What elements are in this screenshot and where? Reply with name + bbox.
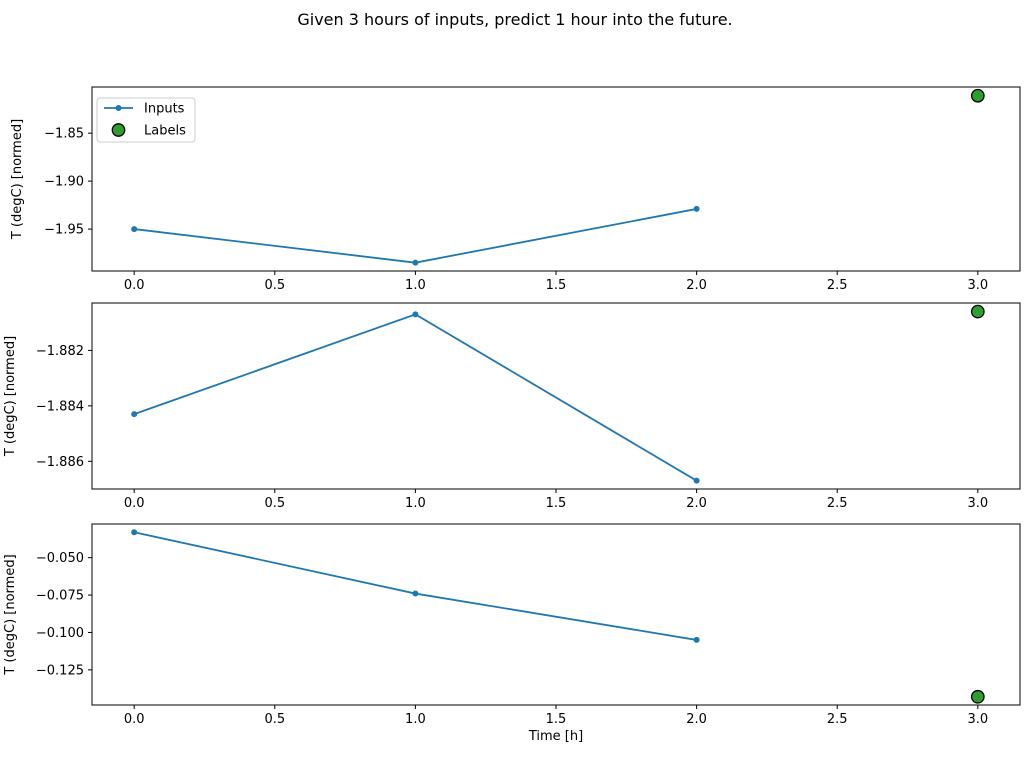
inputs-marker [131, 226, 138, 233]
y-tick-label: −1.886 [36, 455, 84, 470]
x-tick-label: 1.5 [546, 496, 567, 511]
x-tick-label: 2.5 [827, 496, 848, 511]
y-axis-label: T (degC) [normed] [3, 554, 18, 675]
inputs-line [133, 531, 698, 641]
inputs-marker [693, 477, 700, 484]
inputs-marker [131, 529, 138, 536]
x-tick-label: 2.0 [686, 496, 707, 511]
x-tick-label: 3.0 [967, 496, 988, 511]
labels-marker [970, 689, 985, 704]
inputs-marker [693, 205, 700, 212]
legend-label-inputs: Inputs [144, 102, 185, 117]
x-tick-label: 2.0 [686, 712, 707, 727]
subplot-1: Inputs Labels [88, 86, 1021, 275]
x-tick-label: 2.0 [686, 278, 707, 293]
x-tick-label: 1.5 [546, 712, 567, 727]
y-axis-label: T (degC) [normed] [3, 336, 18, 457]
subplot-3 [88, 523, 1021, 709]
legend-label-labels: Labels [144, 124, 186, 139]
y-axis-label: T (degC) [normed] [10, 119, 25, 240]
x-tick-label: 0.0 [124, 278, 145, 293]
x-tick-label: 0.5 [264, 712, 285, 727]
figure-title: Given 3 hours of inputs, predict 1 hour … [297, 10, 733, 29]
x-tick-label: 3.0 [967, 278, 988, 293]
inputs-marker [693, 636, 700, 643]
inputs-marker [412, 311, 419, 318]
y-tick-label: −0.050 [36, 551, 84, 566]
y-tick-label: −1.95 [44, 223, 84, 238]
inputs-line [133, 208, 698, 264]
x-tick-label: 1.0 [405, 278, 426, 293]
legend: Inputs Labels [96, 97, 196, 143]
x-axis-label: Time [h] [528, 729, 583, 744]
axes-frame [91, 523, 1021, 706]
y-tick-label: −0.100 [36, 626, 84, 641]
inputs-marker [412, 259, 419, 266]
x-tick-label: 1.0 [405, 712, 426, 727]
y-tick-label: −1.90 [44, 175, 84, 190]
axes-frame [91, 302, 1021, 490]
subplot-2 [88, 302, 1021, 493]
y-tick-label: −1.884 [36, 399, 84, 414]
inputs-marker [131, 411, 138, 418]
legend-inputs-marker-sample [115, 105, 122, 111]
inputs-line [133, 313, 698, 482]
y-tick-label: −1.85 [44, 127, 84, 142]
x-tick-label: 3.0 [967, 712, 988, 727]
labels-marker [970, 304, 985, 319]
x-tick-label: 0.5 [264, 496, 285, 511]
legend-labels-marker-sample [111, 123, 126, 137]
y-tick-label: −0.125 [36, 663, 84, 678]
x-tick-label: 0.0 [124, 496, 145, 511]
labels-marker [970, 88, 985, 103]
y-tick-label: −1.882 [36, 344, 84, 359]
y-tick-label: −0.075 [36, 589, 84, 604]
x-tick-label: 0.5 [264, 278, 285, 293]
inputs-marker [412, 590, 419, 597]
axes-frame [91, 86, 1021, 272]
x-tick-label: 2.5 [827, 712, 848, 727]
x-tick-label: 1.5 [546, 278, 567, 293]
x-tick-label: 1.0 [405, 496, 426, 511]
x-tick-label: 0.0 [124, 712, 145, 727]
x-tick-label: 2.5 [827, 278, 848, 293]
